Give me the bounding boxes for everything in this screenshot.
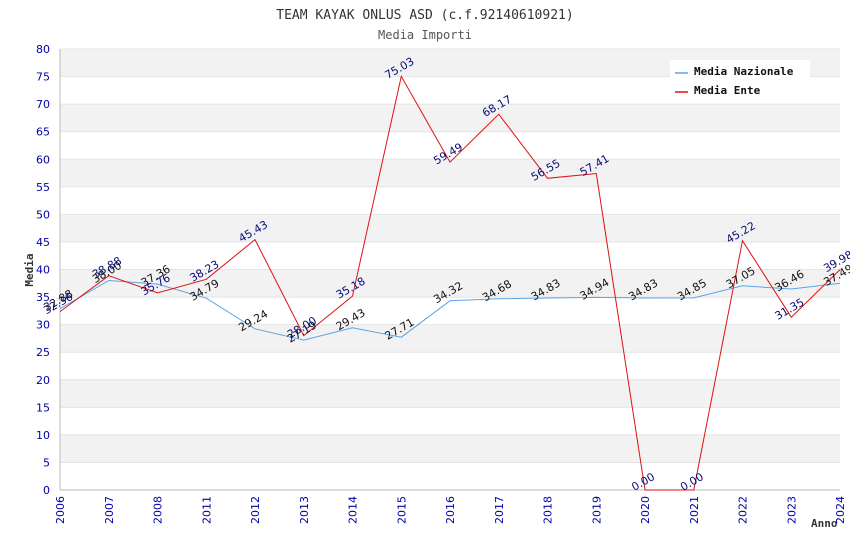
- series-line-media-nazionale: [59, 279, 841, 341]
- x-tick-label: 2016: [444, 496, 457, 524]
- legend-label-media-ente: Media Ente: [694, 84, 761, 97]
- y-tick-label: 35: [36, 291, 50, 304]
- y-tick-label: 25: [36, 346, 50, 359]
- series-line-media-ente: [59, 75, 841, 491]
- x-axis-ticks: 2006 2007 2008 2011 2012 2013 2014 2015 2016 2017…: [54, 496, 847, 524]
- chart-subtitle: Media Importi: [378, 28, 472, 42]
- background-band: [60, 269, 840, 298]
- x-tick-label: 2012: [249, 496, 262, 524]
- y-tick-label: 0: [43, 484, 50, 497]
- x-tick-label: 2024: [834, 496, 847, 524]
- series-lines: [59, 75, 841, 491]
- background-band: [60, 434, 840, 463]
- x-tick-label: 2018: [542, 496, 555, 524]
- y-tick-label: 65: [36, 126, 50, 139]
- x-tick-label: 2011: [200, 496, 213, 524]
- y-tick-label: 55: [36, 181, 50, 194]
- legend-box: [670, 60, 810, 102]
- background-band: [60, 214, 840, 242]
- y-tick-label: 20: [36, 374, 50, 387]
- y-tick-label: 45: [36, 236, 50, 249]
- x-tick-label: 2013: [298, 496, 311, 524]
- background-bands: [60, 49, 840, 463]
- background-band: [60, 379, 840, 408]
- x-tick-label: 2023: [785, 496, 798, 524]
- x-tick-label: 2008: [152, 496, 165, 524]
- x-tick-label: 2022: [737, 496, 750, 524]
- y-axis-ticks: 0 5 10 15 20 25 30 35 40 45 50 55 60 65 70 75 80: [36, 43, 50, 497]
- y-tick-label: 10: [36, 429, 50, 442]
- x-tick-label: 2014: [347, 496, 360, 524]
- x-tick-label: 2019: [590, 496, 603, 524]
- background-band: [60, 159, 840, 187]
- y-tick-label: 30: [36, 319, 50, 332]
- gridlines: [59, 48, 840, 491]
- y-tick-label: 80: [36, 43, 50, 56]
- y-tick-label: 70: [36, 98, 50, 111]
- y-axis-label: Media: [23, 253, 36, 286]
- y-tick-label: 5: [43, 456, 50, 469]
- chart-title: TEAM KAYAK ONLUS ASD (c.f.92140610921): [276, 8, 573, 23]
- background-band: [60, 324, 840, 353]
- legend: Media Nazionale Media Ente: [670, 60, 810, 102]
- y-tick-label: 15: [36, 401, 50, 414]
- legend-label-media-nazionale: Media Nazionale: [694, 65, 794, 78]
- x-tick-label: 2015: [395, 496, 408, 524]
- y-tick-label: 50: [36, 208, 50, 221]
- y-tick-label: 60: [36, 153, 50, 166]
- data-label: 31.35: [773, 296, 807, 323]
- x-tick-label: 2007: [103, 496, 116, 524]
- y-tick-label: 40: [36, 264, 50, 277]
- x-tick-label: 2021: [688, 496, 701, 524]
- background-band: [60, 104, 840, 132]
- x-tick-label: 2020: [639, 496, 652, 524]
- x-tick-label: 2017: [493, 496, 506, 524]
- x-axis-label: Anno: [811, 517, 838, 530]
- y-tick-label: 75: [36, 71, 50, 84]
- x-tick-label: 2006: [54, 496, 67, 524]
